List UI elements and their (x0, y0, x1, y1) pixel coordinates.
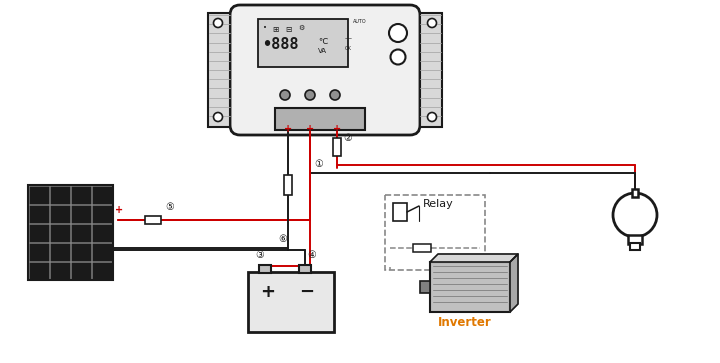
Text: ℃: ℃ (318, 37, 328, 46)
Bar (385, 195, 485, 270)
Bar (29, 185, 49, 204)
Circle shape (214, 19, 222, 28)
Bar (92, 204, 112, 223)
Circle shape (389, 24, 407, 42)
Bar (632, 189, 638, 197)
Text: Relay: Relay (423, 199, 454, 209)
Bar (208, 13, 230, 127)
Text: +: + (115, 205, 123, 215)
Text: ③: ③ (255, 250, 264, 260)
Bar (29, 204, 49, 223)
Polygon shape (430, 254, 518, 262)
Bar (50, 261, 70, 280)
Text: +: + (333, 124, 341, 134)
Bar (299, 265, 311, 273)
Polygon shape (510, 254, 518, 312)
Bar (29, 242, 49, 261)
Bar (50, 204, 70, 223)
Text: ①: ① (314, 159, 323, 169)
Bar (71, 242, 91, 261)
Bar (29, 224, 49, 241)
Bar (258, 19, 348, 67)
Bar (333, 138, 341, 156)
FancyBboxPatch shape (230, 5, 420, 135)
Text: Inverter: Inverter (438, 316, 492, 329)
Circle shape (613, 193, 657, 237)
Text: ⚙: ⚙ (298, 25, 305, 31)
Bar (393, 203, 407, 221)
Text: ⊟: ⊟ (285, 25, 292, 34)
Bar (71, 261, 91, 280)
Text: −: − (299, 283, 314, 301)
Bar (420, 281, 430, 293)
Text: ④: ④ (307, 250, 316, 260)
Bar (92, 261, 112, 280)
Bar (430, 262, 510, 312)
Text: +: + (260, 283, 275, 301)
Text: AUTO: AUTO (353, 19, 366, 24)
Text: VA: VA (318, 48, 327, 54)
Circle shape (280, 90, 290, 100)
Bar (248, 272, 334, 332)
Text: •888: •888 (262, 37, 299, 52)
Bar (628, 235, 642, 244)
Bar (413, 244, 431, 252)
Circle shape (330, 90, 340, 100)
Text: ②: ② (343, 133, 352, 143)
Bar (284, 175, 292, 195)
Text: OK: OK (345, 46, 352, 51)
Bar (50, 185, 70, 204)
Circle shape (428, 113, 436, 122)
Text: —: — (345, 35, 352, 41)
Bar (50, 242, 70, 261)
Text: ⑥: ⑥ (278, 234, 287, 244)
Text: +: + (284, 124, 292, 134)
Bar (71, 204, 91, 223)
Bar (28, 185, 113, 280)
Text: ⊞: ⊞ (272, 25, 279, 34)
Bar (50, 224, 70, 241)
Circle shape (305, 90, 315, 100)
Circle shape (390, 49, 405, 65)
Bar (29, 261, 49, 280)
Bar (145, 216, 161, 224)
Bar (275, 108, 365, 130)
Bar (92, 224, 112, 241)
Bar (92, 185, 112, 204)
Bar (71, 185, 91, 204)
Text: ⑤: ⑤ (165, 202, 174, 212)
Bar (420, 13, 442, 127)
Circle shape (214, 113, 222, 122)
Bar (92, 242, 112, 261)
Bar (71, 224, 91, 241)
Text: +: + (306, 124, 314, 134)
Bar (630, 243, 640, 250)
Text: •: • (263, 25, 267, 31)
Circle shape (428, 19, 436, 28)
Bar (259, 265, 271, 273)
